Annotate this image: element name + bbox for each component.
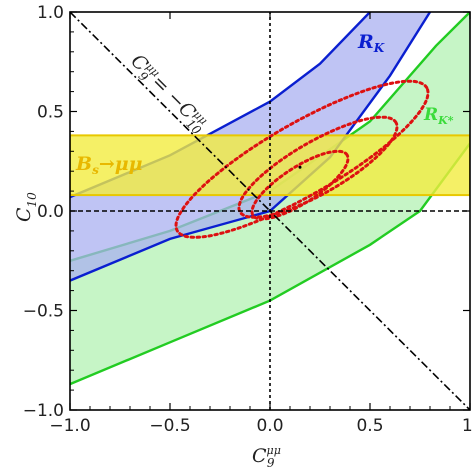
x-tick-label: 1. [462,416,474,436]
rkstar-label: RK* [423,105,454,127]
y-tick-label: −1.0 [23,401,64,421]
y-tick-label: 1.0 [37,3,64,23]
rk-label: RK [357,31,385,55]
bsmumu-label: Bs→μμ [75,153,143,177]
contour-1 [174,79,430,239]
x-axis-label: Cμμ 9 [252,444,281,470]
diagonal-line [70,12,470,410]
y-tick-label: −0.5 [23,302,64,322]
ticks-layer: −1.0 −0.5 0.0 0.5 1. −1.0 −0.5 0.0 0.5 1.0 [23,3,474,436]
best-fit-point [298,165,302,169]
y-axis-label: C10 [13,192,39,222]
band-1-lower-edge [70,142,470,386]
x-tick-label: 0.5 [356,416,383,436]
y-tick-label: 0.5 [37,103,64,123]
x-tick-label: −0.5 [149,416,190,436]
plot-area [70,12,470,410]
x-tick-label: −1.0 [49,416,90,436]
y-tick-label: 0.0 [37,202,64,222]
diagonal-label: Cμμ9 = −Cμμ10 [124,50,212,138]
contour-2 [237,115,399,219]
x-tick-label: 0.0 [256,416,283,436]
contours-layer [174,79,430,239]
